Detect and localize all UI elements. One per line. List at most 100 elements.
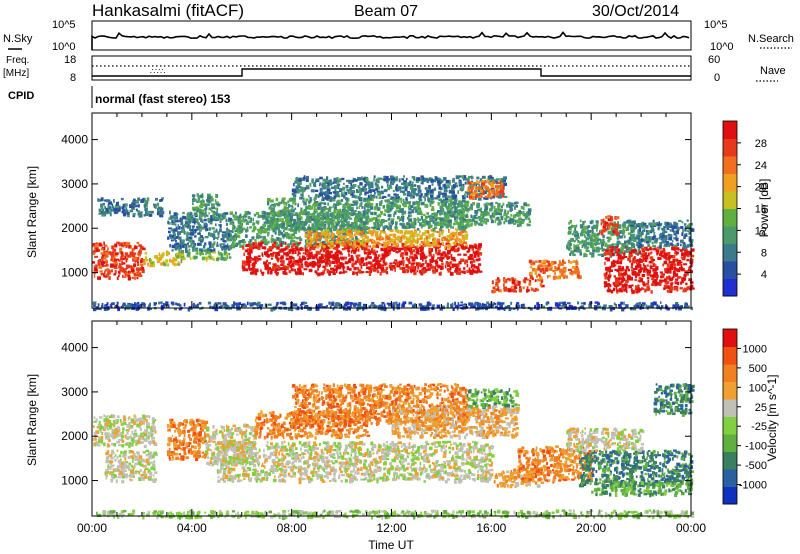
heatmap-cell [181, 230, 185, 233]
heatmap-cell [450, 237, 454, 241]
heatmap-cell [457, 190, 460, 194]
heatmap-cell [262, 223, 265, 228]
heatmap-cell [379, 271, 382, 276]
heatmap-cell [291, 240, 296, 243]
heatmap-cell [577, 274, 580, 278]
heatmap-cell [554, 266, 557, 270]
heatmap-cell [619, 230, 623, 234]
heatmap-cell [464, 207, 469, 210]
heatmap-cell [293, 236, 297, 239]
heatmap-cell [273, 203, 278, 206]
heatmap-cell [439, 266, 443, 271]
heatmap-cell [359, 182, 363, 186]
heatmap-cell [386, 183, 389, 187]
heatmap-cell [478, 184, 481, 188]
heatmap-cell [316, 219, 319, 223]
heatmap-cell [210, 198, 214, 202]
heatmap-cell [581, 229, 585, 234]
heatmap-cell [150, 259, 153, 263]
heatmap-cell [208, 220, 211, 223]
heatmap-cell [349, 212, 353, 215]
heatmap-cell [294, 250, 297, 254]
heatmap-cell [460, 258, 465, 262]
heatmap-cell [440, 179, 443, 184]
heatmap-cell [468, 208, 471, 211]
heatmap-cell [370, 182, 374, 187]
heatmap-cell [463, 270, 466, 275]
heatmap-cell [396, 247, 401, 250]
heatmap-cell [429, 258, 433, 263]
heatmap-cell [335, 244, 339, 249]
heatmap-cell [195, 213, 198, 216]
heatmap-cell [511, 288, 514, 292]
heatmap-cell [415, 218, 418, 221]
heatmap-cell [453, 248, 457, 252]
heatmap-cell [313, 215, 317, 219]
heatmap-cell [514, 201, 519, 204]
heatmap-cell [97, 260, 100, 264]
heatmap-cell [447, 262, 450, 266]
heatmap-cell [260, 239, 264, 243]
heatmap-cell [457, 205, 460, 208]
heatmap-cell [392, 199, 395, 202]
heatmap-cell [515, 204, 518, 208]
heatmap-cell [216, 244, 219, 247]
heatmap-cell [350, 256, 354, 260]
heatmap-cell [435, 264, 439, 267]
heatmap-cell [189, 228, 194, 232]
heatmap-cell [349, 187, 351, 191]
heatmap-cell [346, 261, 349, 264]
heatmap-cell [127, 276, 131, 281]
heatmap-cell [416, 248, 420, 252]
heatmap-cell [283, 252, 287, 256]
heatmap-cell [440, 200, 444, 203]
heatmap-cell [579, 219, 582, 223]
heatmap-cell [467, 175, 472, 179]
heatmap-cell [476, 176, 480, 180]
heatmap-cell [352, 184, 357, 188]
heatmap-cell [134, 259, 137, 263]
heatmap-cell [358, 258, 362, 263]
heatmap-cell [309, 197, 312, 201]
heatmap-cell [357, 196, 360, 200]
heatmap-cell [324, 253, 329, 257]
heatmap-cell [361, 176, 363, 179]
heatmap-cell [616, 237, 620, 240]
heatmap-cell [471, 264, 476, 267]
heatmap-cell [364, 204, 367, 208]
heatmap-cell [422, 179, 425, 183]
heatmap-cell [322, 186, 326, 190]
heatmap-cell [182, 216, 187, 220]
heatmap-cell [308, 268, 313, 273]
heatmap-cell [317, 268, 320, 271]
heatmap-cell [452, 187, 455, 191]
heatmap-cell [298, 180, 302, 185]
heatmap-cell [324, 207, 327, 210]
heatmap-cell [365, 212, 369, 215]
heatmap-cell [338, 214, 342, 218]
heatmap-cell [516, 223, 520, 228]
heatmap-cell [214, 236, 216, 239]
heatmap-cell [159, 199, 161, 202]
heatmap-cell [429, 252, 432, 255]
heatmap-cell [135, 259, 138, 262]
heatmap-cell [474, 222, 477, 226]
heatmap-cell [274, 251, 277, 255]
heatmap-cell [402, 263, 405, 267]
heatmap-cell [422, 243, 426, 246]
heatmap-cell [458, 238, 461, 242]
heatmap-cell [287, 212, 289, 216]
heatmap-cell [296, 215, 299, 218]
heatmap-cell [106, 273, 110, 276]
heatmap-cell [451, 187, 453, 191]
heatmap-cell [100, 210, 103, 215]
heatmap-cell [178, 248, 181, 252]
heatmap-cell [209, 256, 213, 260]
heatmap-cell [575, 232, 578, 235]
heatmap-cell [511, 279, 516, 284]
heatmap-cell [231, 223, 234, 227]
heatmap-cell [299, 196, 302, 200]
heatmap-cell [234, 229, 238, 233]
heatmap-cell [354, 271, 359, 274]
heatmap-cell [401, 215, 405, 220]
